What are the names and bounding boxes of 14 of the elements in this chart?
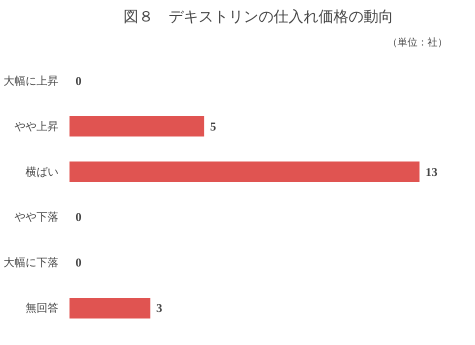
data-label: 0 — [76, 210, 82, 224]
data-label: 3 — [156, 301, 162, 316]
y-tick-label: 横ばい — [26, 165, 58, 178]
y-tick-label: やや下落 — [14, 210, 58, 224]
text: （単位：社） — [388, 36, 448, 48]
y-tick-label: 無回答 — [26, 302, 58, 315]
y-tick-label: やや上昇 — [14, 120, 58, 133]
data-label: 0 — [76, 256, 82, 270]
data-label: 0 — [76, 74, 82, 88]
data-label: 13 — [426, 164, 438, 179]
y-tick-label: 大幅に上昇 — [4, 74, 58, 88]
chart-title: 図８ デキストリンの仕入れ価格の動向 — [124, 8, 394, 26]
y-tick-label: 大幅に下落 — [4, 256, 58, 270]
data-label: 5 — [210, 119, 216, 134]
